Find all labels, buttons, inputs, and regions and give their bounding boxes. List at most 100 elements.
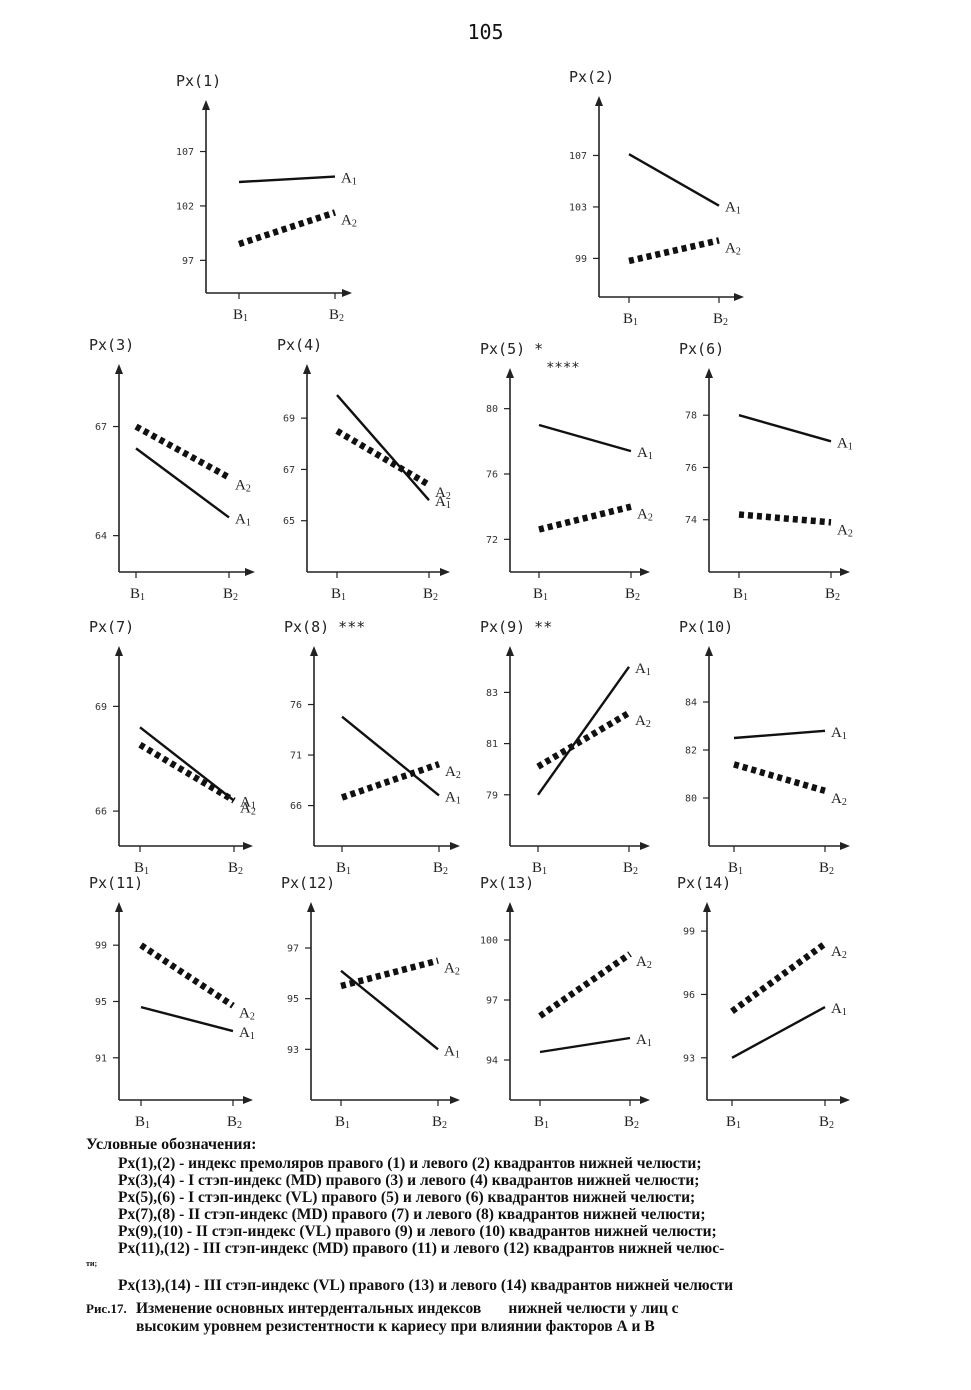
series-label: A2 <box>831 791 847 808</box>
caption-line-2: высоким уровнем резистентности к кариесу… <box>136 1318 655 1335</box>
x-tick-label: B2 <box>624 1114 639 1131</box>
chart-panel-11: Px(11) 91 95 99 B1 B2 A1 A2 <box>89 874 255 1131</box>
chart-title: Px(2) <box>569 68 614 86</box>
y-tick-label: 76 <box>486 470 498 481</box>
series-label: A2 <box>635 713 651 730</box>
x-axis-arrow <box>840 842 850 850</box>
x-tick-label: B2 <box>432 1114 447 1131</box>
legend-line: Px(13),(14) - III стэп-индекс (VL) право… <box>118 1277 734 1294</box>
y-tick-label: 67 <box>283 465 295 476</box>
x-axis-arrow <box>245 568 255 576</box>
y-tick-label: 91 <box>95 1053 107 1064</box>
chart-title-note: **** <box>546 360 580 376</box>
chart-title: Px(6) <box>679 340 724 358</box>
series-line-a1 <box>537 666 630 796</box>
series-line-a2 <box>730 941 827 1014</box>
y-tick-label: 100 <box>480 936 498 947</box>
series-label: A2 <box>637 507 653 524</box>
x-tick-label: B1 <box>733 586 748 603</box>
y-tick-label: 80 <box>685 794 697 805</box>
series-line-a1 <box>341 715 440 797</box>
x-tick-label: B2 <box>623 860 638 877</box>
x-tick-label: B2 <box>819 860 834 877</box>
y-tick-label: 94 <box>486 1056 498 1067</box>
chart-title: Px(5) * <box>480 340 543 358</box>
series-line-a2 <box>340 761 441 801</box>
series-line-a1 <box>139 726 235 802</box>
page-number: 105 <box>467 20 504 44</box>
y-tick-label: 83 <box>486 688 498 699</box>
y-axis-arrow <box>506 368 514 378</box>
chart-title: Px(14) <box>677 874 731 892</box>
chart-panel-3: Px(3) 64 67 B1 B2 A1 A2 <box>89 336 255 603</box>
legend-line: Px(9),(10) - II стэп-индекс (VL) правого… <box>118 1223 717 1240</box>
y-tick-label: 99 <box>95 941 107 952</box>
series-line-a1 <box>238 175 336 184</box>
chart-title: Px(11) <box>89 874 143 892</box>
y-tick-label: 79 <box>486 790 498 801</box>
y-tick-label: 64 <box>95 531 107 542</box>
legend-line: Px(3),(4) - I стэп-индекс (MD) правого (… <box>118 1172 700 1189</box>
series-label: A1 <box>445 789 461 806</box>
x-tick-label: B1 <box>130 586 145 603</box>
caption-line-1: Изменение основных интердентальных индек… <box>136 1300 679 1317</box>
y-axis-arrow <box>307 902 315 912</box>
series-label: A1 <box>636 1032 652 1049</box>
chart-title: Px(10) <box>679 618 733 636</box>
y-tick-label: 97 <box>486 996 498 1007</box>
series-label: A1 <box>235 511 251 528</box>
series-label: A2 <box>445 764 461 781</box>
y-tick-label: 69 <box>95 702 107 713</box>
series-label: A1 <box>837 435 853 452</box>
y-tick-label: 107 <box>176 147 194 158</box>
series-line-a2 <box>138 741 236 804</box>
y-tick-label: 102 <box>176 201 194 212</box>
series-label: A1 <box>637 445 653 462</box>
y-tick-label: 76 <box>685 463 697 474</box>
series-label: A1 <box>635 661 651 678</box>
y-tick-label: 99 <box>575 254 587 265</box>
legend: Условные обозначения: Px(1),(2) - индекс… <box>86 1136 956 1294</box>
series-line-a2 <box>538 951 632 1019</box>
series-line-a2 <box>628 237 720 265</box>
y-tick-label: 84 <box>685 698 697 709</box>
series-label: A1 <box>444 1043 460 1060</box>
x-tick-label: B1 <box>336 860 351 877</box>
y-tick-label: 96 <box>683 990 695 1001</box>
x-tick-label: B2 <box>625 586 640 603</box>
x-axis-arrow <box>640 1096 650 1104</box>
x-tick-label: B2 <box>423 586 438 603</box>
y-tick-label: 74 <box>685 515 697 526</box>
y-axis-arrow <box>310 646 318 656</box>
chart-title: Px(9) ** <box>480 618 552 636</box>
series-line-a1 <box>336 394 430 501</box>
chart-panel-6: Px(6) 74 76 78 B1 B2 A1 A2 <box>679 340 853 603</box>
y-tick-label: 97 <box>287 944 299 955</box>
y-tick-label: 66 <box>290 801 302 812</box>
series-line-a1 <box>538 423 632 453</box>
legend-line: Px(11),(12) - III стэп-индекс (MD) право… <box>118 1240 725 1257</box>
y-axis-arrow <box>202 100 210 110</box>
x-axis-arrow <box>243 1096 253 1104</box>
legend-line: Px(7),(8) - II стэп-индекс (MD) правого … <box>118 1206 706 1223</box>
series-label: A2 <box>837 522 853 539</box>
series-line-a2 <box>237 209 337 248</box>
x-axis-arrow <box>640 842 650 850</box>
chart-title: Px(1) <box>176 72 221 90</box>
x-axis-arrow <box>243 842 253 850</box>
y-tick-label: 103 <box>569 202 587 213</box>
x-axis-arrow <box>840 1096 850 1104</box>
y-tick-label: 107 <box>569 151 587 162</box>
series-label: A2 <box>831 944 847 961</box>
y-axis-arrow <box>115 364 123 374</box>
series-line-a1 <box>738 414 832 443</box>
x-tick-label: B2 <box>819 1114 834 1131</box>
x-tick-label: B2 <box>713 311 728 328</box>
chart-title: Px(12) <box>281 874 335 892</box>
y-tick-label: 69 <box>283 414 295 425</box>
chart-title: Px(8) *** <box>284 618 365 636</box>
x-tick-label: B1 <box>331 586 346 603</box>
series-line-a1 <box>539 1036 631 1054</box>
chart-panel-9: Px(9) ** 79 81 83 B1 B2 A1 A2 <box>480 618 651 877</box>
